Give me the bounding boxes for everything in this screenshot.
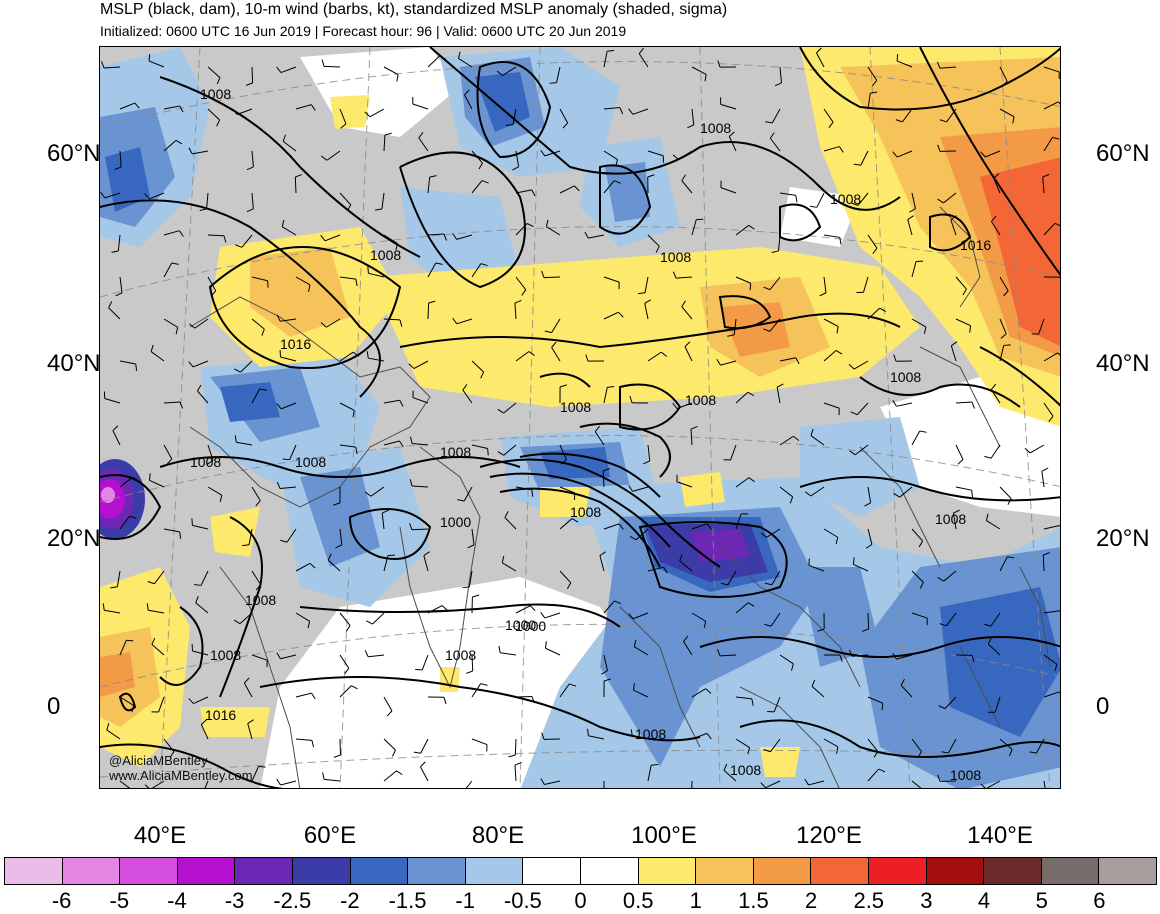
colorbar-tick-label: -2 <box>340 888 360 914</box>
colorbar-tick-label: -2.5 <box>273 888 311 914</box>
contour-label: 1008 <box>635 726 666 742</box>
contour-label: 1008 <box>440 444 471 460</box>
lat-label-20n-right: 20°N <box>1096 527 1150 551</box>
colorbar-tick-label: -5 <box>110 888 130 914</box>
lon-label-120e: 120°E <box>796 822 862 850</box>
colorbar-tick-label: 5 <box>1036 888 1048 914</box>
lat-label-0-left: 0 <box>47 695 60 719</box>
contour-label: 1008 <box>210 647 241 663</box>
lat-label-20n-left: 20°N <box>47 527 101 551</box>
contour-label: 1000 <box>440 514 471 530</box>
colorbar-swatch <box>869 858 927 884</box>
colorbar-tick-label: -1 <box>455 888 475 914</box>
contour-label: 1000 <box>515 618 546 634</box>
contour-label: 1008 <box>730 762 761 778</box>
contour-label: 1008 <box>660 249 691 265</box>
colorbar-tick-label: 2.5 <box>853 888 884 914</box>
colorbar-tick-label: -1.5 <box>389 888 427 914</box>
colorbar-swatch <box>466 858 524 884</box>
colorbar-swatch <box>5 858 63 884</box>
colorbar-tick-label: 2 <box>805 888 817 914</box>
contour-label: 1008 <box>830 191 861 207</box>
colorbar-swatch <box>1099 858 1156 884</box>
colorbar-swatch <box>1042 858 1100 884</box>
colorbar-swatch <box>63 858 121 884</box>
contour-label: 1016 <box>205 707 236 723</box>
colorbar-labels: -6 -5 -4 -3 -2.5 -2 -1.5 -1 -0.5 0 0.5 1 1.5 2 2.5 3 4 5 6 <box>4 888 1157 912</box>
colorbar-tick-label: 0 <box>574 888 586 914</box>
anomaly-colorbar <box>4 857 1157 885</box>
chart-subtitle: Initialized: 0600 UTC 16 Jun 2019 | Fore… <box>100 23 626 39</box>
colorbar-tick-label: 0.5 <box>623 888 654 914</box>
contour-label: 1008 <box>950 767 981 783</box>
contour-label: 1008 <box>295 454 326 470</box>
credit-website: www.AliciaMBentley.com <box>109 768 253 783</box>
lat-label-60n-left: 60°N <box>47 142 101 166</box>
map-panel: 1008 1008 1008 1008 1008 1016 1008 1008 1008 1008… <box>99 46 1061 789</box>
lat-label-0-right: 0 <box>1096 695 1109 719</box>
chart-title: MSLP (black, dam), 10-m wind (barbs, kt)… <box>100 1 727 19</box>
colorbar-tick-label: -3 <box>225 888 245 914</box>
colorbar-tick-label: 1.5 <box>738 888 769 914</box>
colorbar-swatch <box>178 858 236 884</box>
map-canvas: 1008 1008 1008 1008 1008 1016 1008 1008 1008 1008… <box>100 47 1061 789</box>
colorbar-swatch <box>696 858 754 884</box>
contour-label: 1008 <box>935 511 966 527</box>
lon-label-80e: 80°E <box>472 822 524 850</box>
colorbar-swatch <box>811 858 869 884</box>
colorbar-swatch <box>984 858 1042 884</box>
contour-label: 1008 <box>190 454 221 470</box>
credit-handle: @AliciaMBentley <box>109 753 207 768</box>
lat-label-40n-right: 40°N <box>1096 352 1150 376</box>
lon-label-100e: 100°E <box>631 822 697 850</box>
colorbar-tick-label: 1 <box>690 888 702 914</box>
colorbar-swatch <box>581 858 639 884</box>
colorbar-swatch <box>523 858 581 884</box>
colorbar-swatch <box>351 858 409 884</box>
lat-label-60n-right: 60°N <box>1096 142 1150 166</box>
colorbar-swatch <box>120 858 178 884</box>
lon-label-40e: 40°E <box>134 822 186 850</box>
contour-label: 1008 <box>200 86 231 102</box>
lat-label-40n-left: 40°N <box>47 352 101 376</box>
colorbar-swatch <box>293 858 351 884</box>
colorbar-swatch <box>927 858 985 884</box>
contour-label: 1008 <box>570 504 601 520</box>
colorbar-tick-label: 3 <box>920 888 932 914</box>
contour-label: 1008 <box>370 247 401 263</box>
contour-label: 1016 <box>280 336 311 352</box>
colorbar-swatch <box>754 858 812 884</box>
contour-label: 1008 <box>445 647 476 663</box>
colorbar-tick-label: -4 <box>167 888 187 914</box>
contour-label: 1008 <box>685 392 716 408</box>
colorbar-tick-label: 4 <box>978 888 990 914</box>
contour-label: 1008 <box>245 592 276 608</box>
contour-label: 1016 <box>960 237 991 253</box>
colorbar-tick-label: -6 <box>52 888 72 914</box>
colorbar-swatch <box>408 858 466 884</box>
colorbar-tick-label: 6 <box>1093 888 1105 914</box>
contour-label: 1008 <box>890 369 921 385</box>
lon-label-140e: 140°E <box>967 822 1033 850</box>
colorbar-swatch <box>235 858 293 884</box>
colorbar-tick-label: -0.5 <box>504 888 542 914</box>
contour-label: 1008 <box>700 120 731 136</box>
colorbar-swatch <box>639 858 697 884</box>
lon-label-60e: 60°E <box>304 822 356 850</box>
contour-label: 1008 <box>560 399 591 415</box>
